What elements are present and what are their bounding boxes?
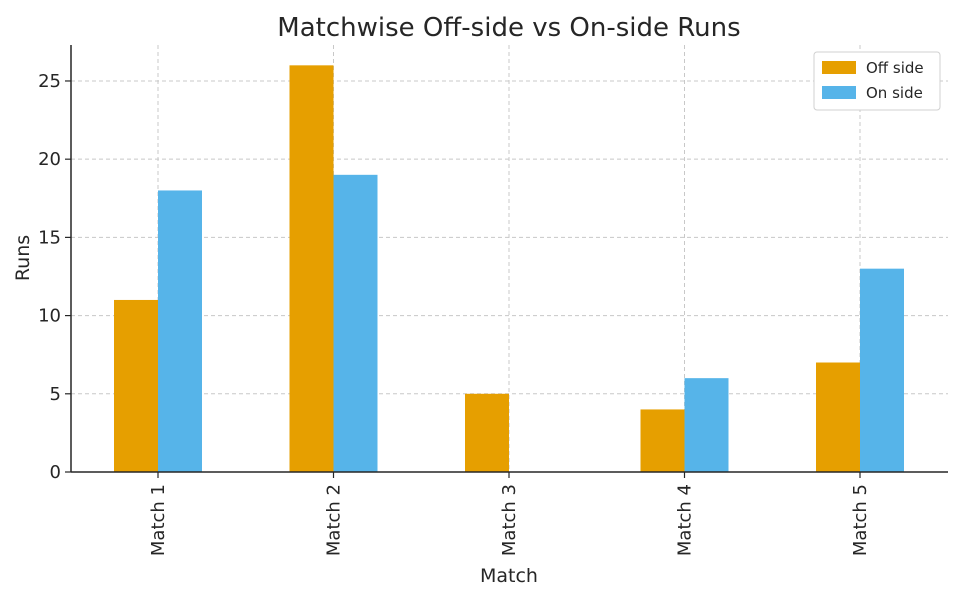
bar-on-side <box>333 174 378 473</box>
legend-swatch <box>822 61 856 74</box>
bar-off-side <box>816 362 860 472</box>
bar-on-side <box>684 378 729 472</box>
bar-on-side <box>860 268 904 472</box>
x-tick-label: Match 3 <box>499 484 520 556</box>
legend-label: On side <box>866 84 923 102</box>
y-tick-label: 0 <box>50 462 61 483</box>
y-tick-label: 25 <box>38 71 61 92</box>
legend: Off side On side <box>813 51 941 111</box>
legend-label: Off side <box>866 59 924 77</box>
x-axis-label: Match <box>480 565 538 587</box>
bar-on-side <box>158 190 202 472</box>
y-tick-label: 5 <box>50 384 61 405</box>
x-tick-label: Match 4 <box>675 484 696 556</box>
x-ticks: Match 1 Match 2 Match 3 Match 4 Match 5 <box>148 472 871 556</box>
x-tick-label: Match 2 <box>324 484 345 556</box>
legend-swatch <box>822 86 856 99</box>
chart-title: Matchwise Off-side vs On-side Runs <box>277 13 740 43</box>
bar-off-side <box>465 393 509 472</box>
y-axis-label: Runs <box>12 235 34 281</box>
x-tick-label: Match 5 <box>850 484 871 556</box>
bar-off-side <box>114 299 158 472</box>
bar-off-side <box>640 409 685 472</box>
x-tick-label: Match 1 <box>148 484 169 556</box>
y-tick-label: 20 <box>38 149 61 170</box>
bars <box>114 65 904 473</box>
y-ticks: 0 5 10 15 20 25 <box>38 71 71 483</box>
bar-off-side <box>289 65 334 472</box>
y-tick-label: 10 <box>38 306 61 327</box>
y-tick-label: 15 <box>38 227 61 248</box>
